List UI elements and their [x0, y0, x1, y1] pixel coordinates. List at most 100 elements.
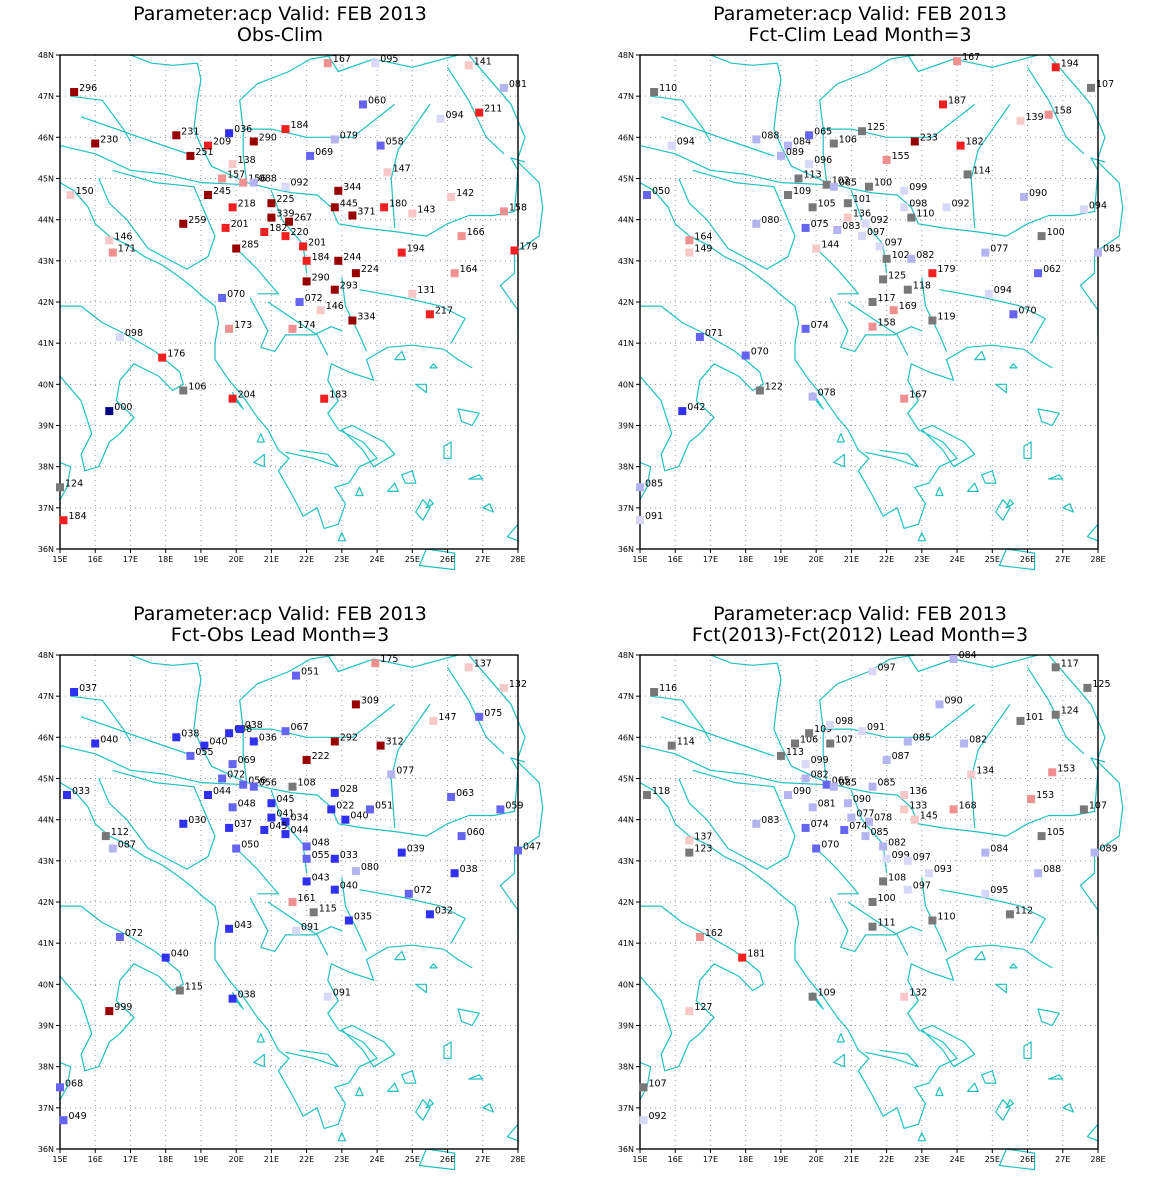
station-value-label: 112: [111, 827, 129, 838]
station-value-label: 217: [435, 305, 453, 316]
island: [1048, 474, 1064, 480]
station-value-label: 000: [114, 402, 132, 413]
station-marker: [826, 721, 835, 729]
station-value-label: 183: [329, 390, 347, 401]
station-value-label: 222: [312, 751, 330, 762]
station-value-label: 106: [188, 382, 206, 393]
coastline: [80, 716, 195, 757]
y-tick-label: 38N: [618, 1063, 634, 1072]
station-marker: [868, 322, 877, 331]
map-panel-fct-diff: Parameter:acp Valid: FEB 2013 Fct(2013)-…: [580, 604, 1140, 1194]
station-marker: [949, 805, 958, 814]
y-tick-label: 40N: [618, 980, 634, 989]
station-value-label: 099: [909, 182, 927, 193]
station-marker: [249, 137, 258, 146]
island: [995, 1099, 1011, 1121]
coastline: [390, 704, 431, 828]
coastline: [80, 116, 195, 157]
station-marker: [204, 791, 212, 799]
station-value-label: 153: [1036, 790, 1054, 801]
x-tick-label: 21E: [844, 1155, 859, 1164]
station-value-label: 184: [291, 120, 309, 131]
station-value-label: 143: [417, 205, 435, 216]
station-marker: [685, 1007, 694, 1016]
station-value-label: 022: [336, 800, 354, 811]
station-marker: [900, 203, 909, 212]
station-value-label: 072: [305, 293, 323, 304]
station-marker: [330, 203, 339, 212]
station-value-label: 339: [276, 209, 294, 220]
station-marker: [858, 127, 866, 136]
x-tick-label: 19E: [773, 555, 788, 564]
x-tick-label: 15E: [632, 555, 647, 564]
island: [401, 1070, 417, 1084]
x-tick-label: 23E: [914, 555, 929, 564]
station-value-label: 092: [952, 198, 970, 209]
station-marker: [879, 275, 888, 284]
island: [337, 531, 346, 542]
station-value-label: 044: [213, 786, 231, 797]
x-tick-label: 18E: [158, 1155, 173, 1164]
panel-title-line2: Fct-Clim Lead Month=3: [748, 24, 972, 46]
station-value-label: 055: [312, 850, 330, 861]
y-tick-label: 44N: [618, 816, 634, 825]
island: [468, 474, 484, 480]
station-value-label: 182: [966, 137, 984, 148]
station-value-label: 090: [945, 695, 963, 706]
station-marker: [805, 131, 814, 140]
station-value-label: 094: [446, 110, 464, 121]
coastline: [359, 889, 466, 944]
station-value-label: 059: [505, 800, 523, 811]
station-value-label: 089: [1100, 844, 1118, 855]
station-value-label: 085: [878, 778, 896, 789]
station-value-label: 106: [839, 135, 857, 146]
station-marker: [967, 770, 976, 779]
island: [1005, 1099, 1014, 1109]
station-marker: [341, 815, 350, 824]
station-value-label: 292: [340, 733, 358, 744]
station-marker: [928, 316, 937, 325]
station-marker: [826, 739, 835, 748]
x-tick-label: 17E: [703, 555, 718, 564]
station-value-label: 136: [909, 786, 927, 797]
station-value-label: 164: [460, 264, 478, 275]
station-marker: [907, 213, 916, 222]
station-marker: [685, 836, 694, 845]
station-value-label: 074: [849, 821, 867, 832]
station-value-label: 187: [948, 95, 966, 106]
x-tick-label: 18E: [738, 555, 753, 564]
y-tick-label: 38N: [38, 463, 54, 472]
station-value-label: 085: [839, 178, 857, 189]
station-value-label: 045: [269, 821, 287, 832]
station-marker: [496, 805, 505, 814]
station-value-label: 051: [301, 667, 319, 678]
station-marker: [306, 151, 315, 160]
x-tick-label: 22E: [299, 1155, 314, 1164]
station-marker: [868, 922, 877, 931]
station-marker: [408, 289, 417, 298]
station-value-label: 111: [878, 918, 896, 929]
station-marker: [327, 805, 336, 814]
station-value-label: 113: [786, 747, 804, 758]
island: [836, 1033, 845, 1043]
station-value-label: 085: [913, 733, 931, 744]
x-tick-label: 27E: [1055, 1155, 1070, 1164]
y-tick-label: 37N: [618, 1104, 634, 1113]
station-marker: [161, 953, 170, 962]
station-marker: [260, 826, 269, 834]
station-value-label: 137: [694, 831, 712, 842]
station-value-label: 092: [291, 178, 309, 189]
coastline: [267, 901, 329, 956]
station-value-label: 040: [340, 881, 358, 892]
coastline: [865, 449, 919, 468]
station-marker: [900, 186, 909, 195]
island: [394, 350, 406, 361]
station-value-label: 107: [1089, 800, 1107, 811]
station-value-label: 371: [357, 207, 375, 218]
station-marker: [805, 729, 814, 738]
station-marker: [981, 889, 990, 898]
x-tick-label: 25E: [405, 1155, 420, 1164]
x-tick-label: 16E: [88, 1155, 103, 1164]
coastline: [130, 654, 526, 837]
station-value-label: 220: [291, 227, 309, 238]
